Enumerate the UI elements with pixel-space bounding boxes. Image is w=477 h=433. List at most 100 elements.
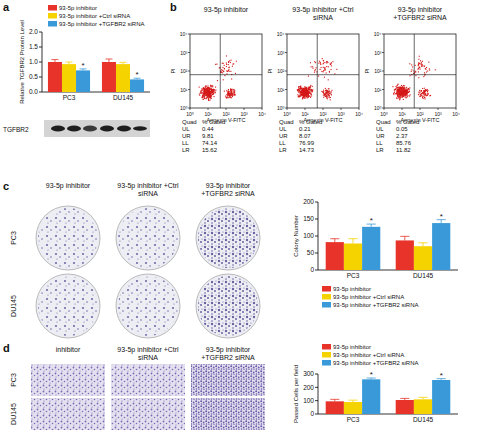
event-dot — [415, 72, 416, 73]
event-dot — [306, 91, 307, 92]
event-dot — [212, 86, 213, 87]
event-dot — [323, 91, 324, 92]
event-dot — [399, 88, 400, 89]
event-dot — [300, 87, 301, 88]
event-dot — [215, 64, 216, 65]
event-dot — [226, 97, 227, 98]
event-dot — [307, 93, 308, 94]
event-dot — [211, 91, 212, 92]
blot-band — [51, 126, 65, 132]
event-dot — [403, 92, 404, 93]
label-line: 93-5p inhibitor — [206, 182, 251, 190]
column-title: 93-5p inhibitor — [46, 182, 91, 190]
event-dot — [315, 62, 316, 63]
event-dot — [303, 95, 304, 96]
event-dot — [199, 95, 200, 96]
event-dot — [203, 88, 204, 89]
event-dot — [301, 88, 302, 89]
event-dot — [424, 91, 425, 92]
event-dot — [203, 94, 204, 95]
event-dot — [304, 91, 305, 92]
event-dot — [408, 89, 409, 90]
event-dot — [398, 93, 399, 94]
event-dot — [305, 91, 306, 92]
category-label: PC3 — [347, 272, 360, 279]
bar-chart: 050100150200Colony NumberPC3DU14593-5p i… — [293, 198, 458, 308]
event-dot — [326, 91, 327, 92]
tick-label: 0 — [310, 266, 314, 273]
event-dot — [208, 90, 209, 91]
event-dot — [304, 95, 305, 96]
event-dot — [422, 92, 423, 93]
event-dot — [226, 94, 227, 95]
event-dot — [419, 67, 420, 68]
event-dot — [324, 77, 325, 78]
label-line: 93-5p inhibitor — [204, 6, 249, 14]
plot-frame — [287, 34, 359, 108]
event-dot — [302, 89, 303, 90]
event-dot — [210, 95, 211, 96]
event-dot — [398, 91, 399, 92]
event-dot — [404, 92, 405, 93]
event-dot — [400, 94, 401, 95]
event-dot — [210, 97, 211, 98]
event-dot — [212, 89, 213, 90]
event-dot — [305, 94, 306, 95]
event-dot — [398, 97, 399, 98]
event-dot — [419, 56, 420, 57]
event-dot — [399, 95, 400, 96]
tick — [315, 387, 318, 388]
event-dot — [209, 91, 210, 92]
event-dot — [201, 97, 202, 98]
event-dot — [234, 95, 235, 96]
tick-label: 10¹ — [374, 87, 382, 93]
event-dot — [205, 88, 206, 89]
event-dot — [230, 93, 231, 94]
event-dot — [419, 63, 420, 64]
event-dot — [204, 96, 205, 97]
event-dot — [205, 93, 206, 94]
event-dot — [303, 89, 304, 90]
event-dot — [400, 93, 401, 94]
event-dot — [212, 91, 213, 92]
event-dot — [326, 96, 327, 97]
event-dot — [226, 97, 227, 98]
event-dot — [208, 91, 209, 92]
panel-letter: c — [3, 180, 9, 192]
event-dot — [207, 94, 208, 95]
legend-label: 93-5p inhibitor +TGFBR2 siRNA — [333, 302, 419, 308]
event-dot — [202, 97, 203, 98]
event-dot — [209, 93, 210, 94]
event-dot — [396, 93, 397, 94]
event-dot — [398, 90, 399, 91]
error-cap — [65, 62, 72, 63]
error-bar — [108, 59, 109, 62]
event-dot — [213, 93, 214, 94]
event-dot — [297, 94, 298, 95]
event-dot — [418, 62, 419, 63]
event-dot — [208, 87, 209, 88]
event-dot — [423, 93, 424, 94]
event-dot — [420, 94, 421, 95]
event-dot — [322, 92, 323, 93]
event-dot — [208, 91, 209, 92]
event-dot — [403, 94, 404, 95]
event-dot — [203, 89, 204, 90]
event-dot — [228, 93, 229, 94]
event-dot — [396, 90, 397, 91]
event-dot — [421, 95, 422, 96]
event-dot — [207, 87, 208, 88]
event-dot — [302, 92, 303, 93]
tick — [188, 71, 190, 72]
tick-label: 10⁰ — [374, 105, 382, 111]
event-dot — [307, 93, 308, 94]
event-dot — [427, 89, 428, 90]
event-dot — [308, 88, 309, 89]
event-dot — [202, 89, 203, 90]
event-dot — [417, 69, 418, 70]
event-dot — [209, 88, 210, 89]
event-dot — [328, 92, 329, 93]
tick-label: 100 — [303, 232, 314, 239]
colonies — [118, 276, 178, 336]
tick-label: 10² — [277, 68, 285, 74]
